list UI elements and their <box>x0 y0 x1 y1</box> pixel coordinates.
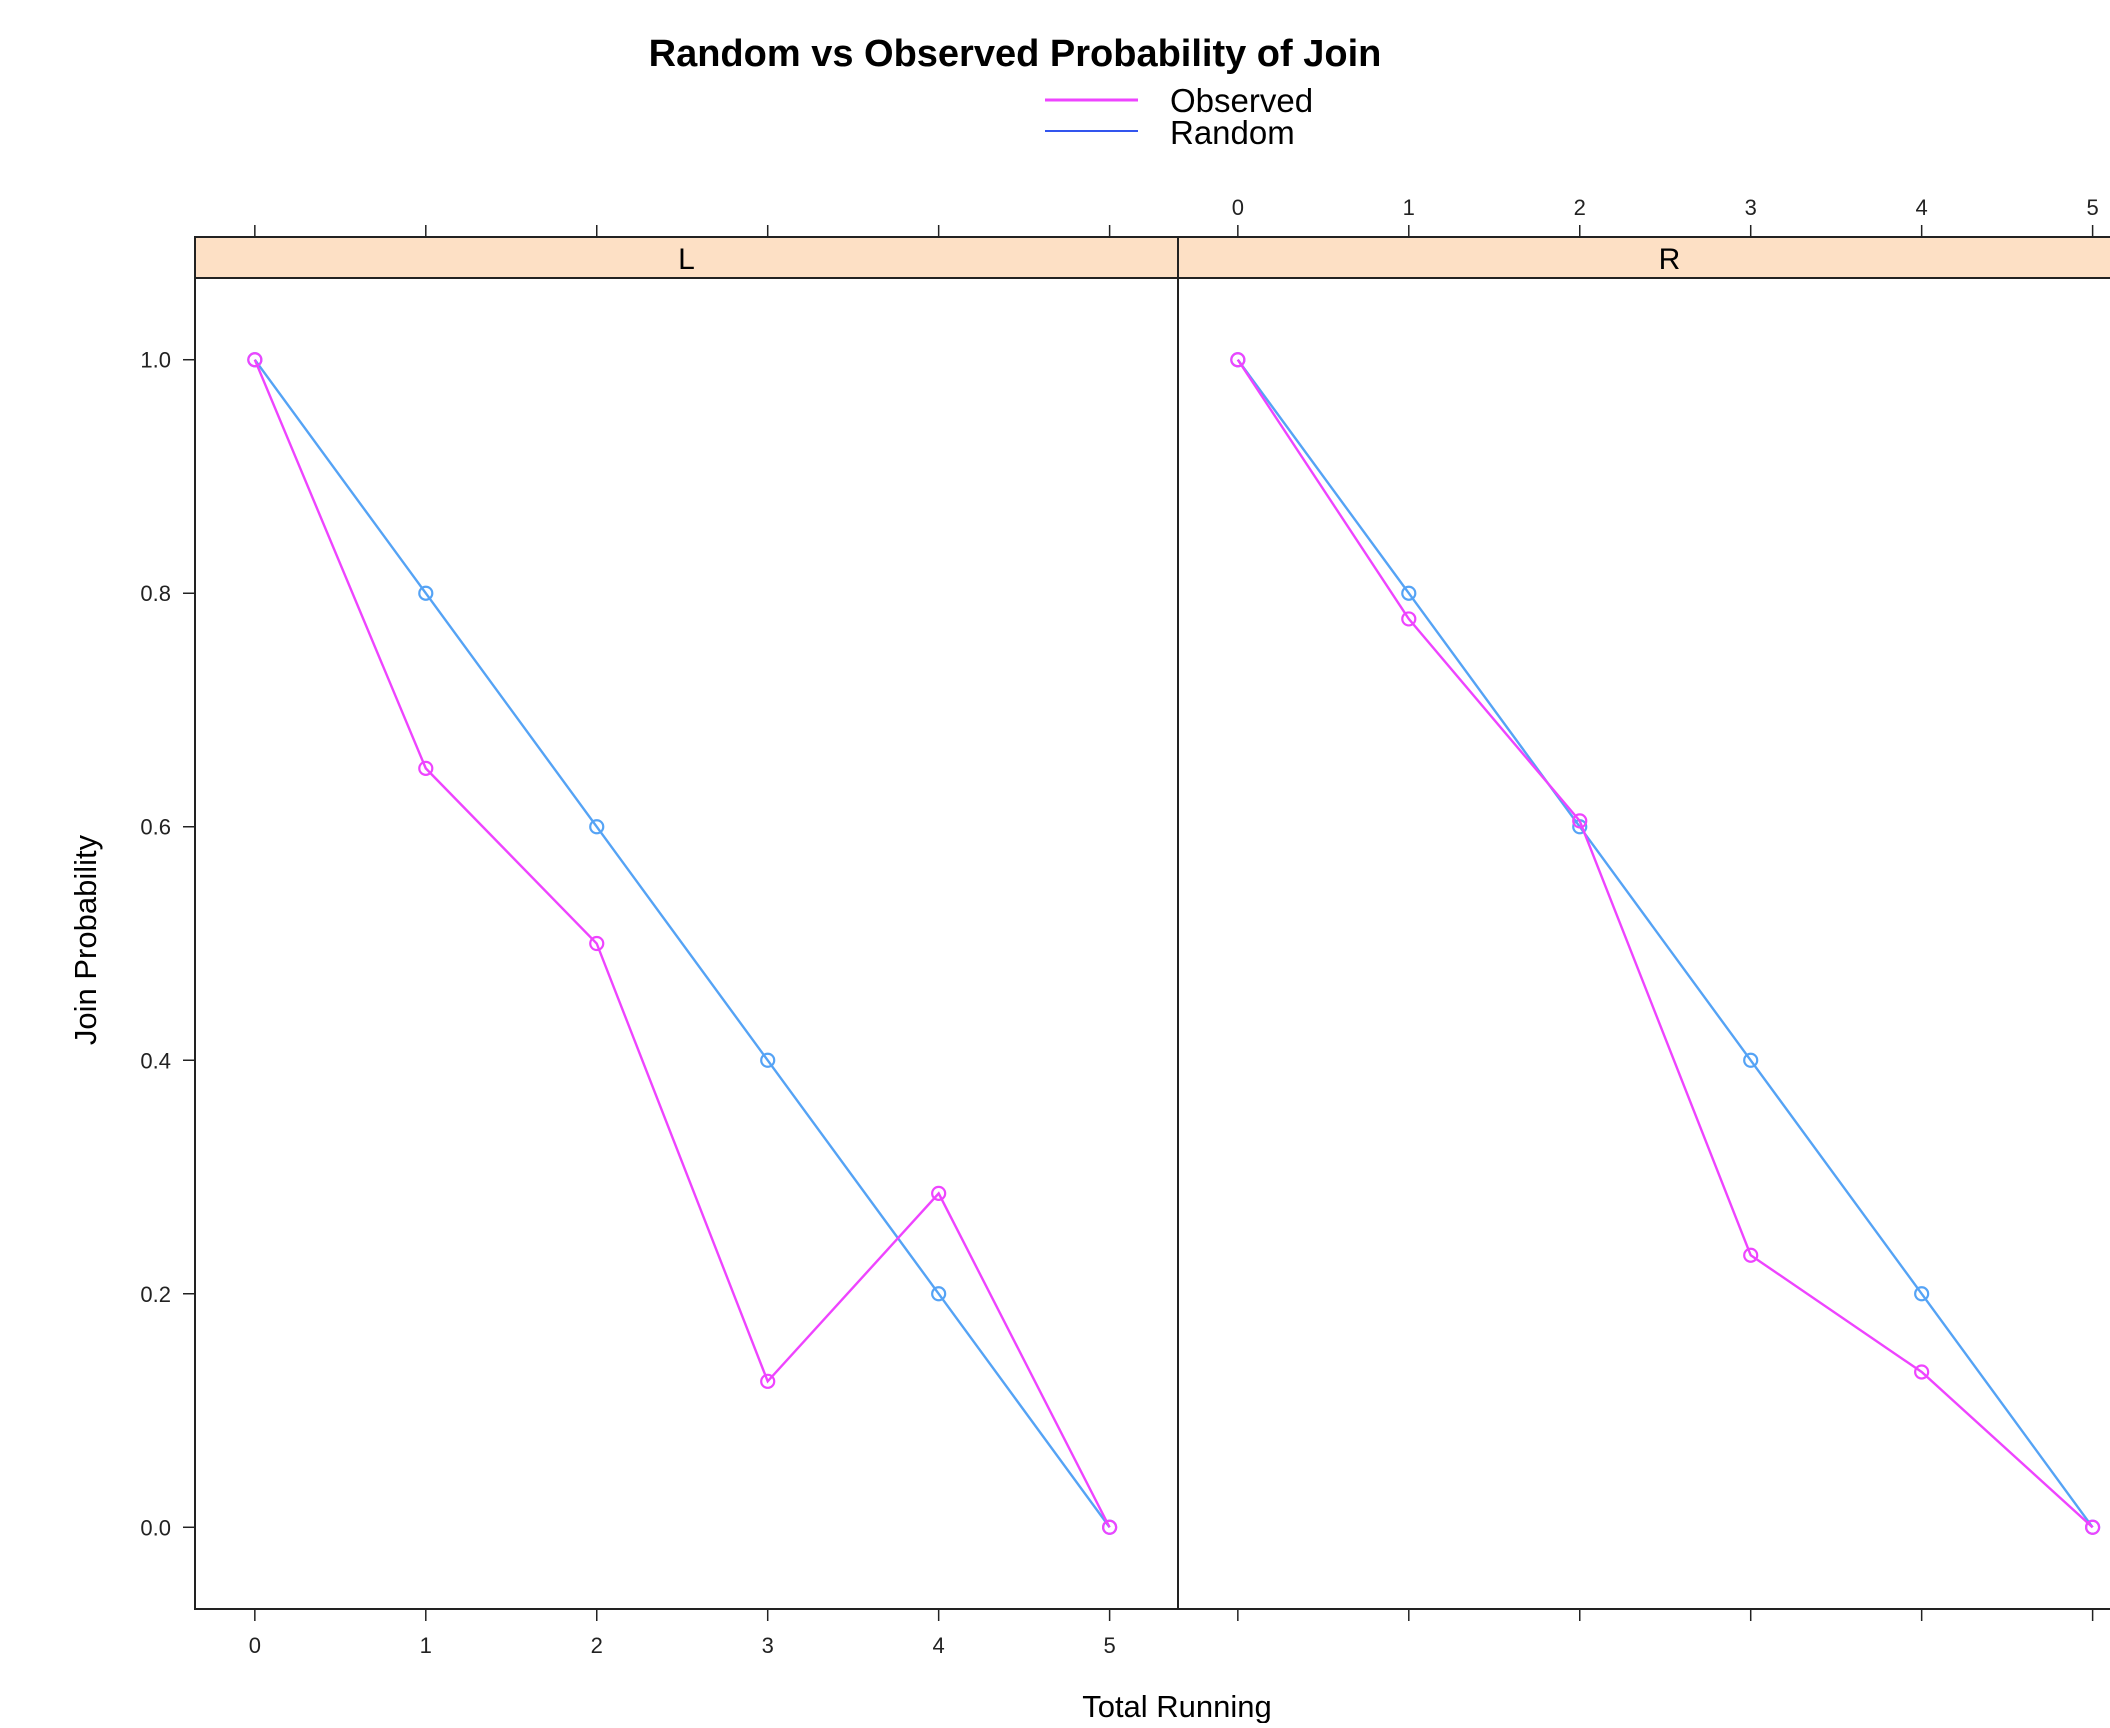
panel-r-random-line <box>1236 358 2094 1529</box>
panel-r-strip <box>1177 236 2110 279</box>
panel-l-strip-label: L <box>678 243 695 276</box>
panel-l-x-tick-label: 3 <box>762 1633 774 1658</box>
panel-l-observed-point <box>931 1185 947 1201</box>
panel-r-random-point <box>1914 1286 1930 1302</box>
panel-r-x-tick-label: 1 <box>1403 195 1415 220</box>
legend-random-label: Random <box>1170 114 1295 151</box>
panel-r-x-tick-label: 4 <box>1916 195 1928 220</box>
panel-l-x-tick-label: 4 <box>933 1633 945 1658</box>
panel-l-observed-line <box>253 359 1111 1528</box>
panel-r-observed-line <box>1236 359 2094 1529</box>
panel-l-x-tick-label: 5 <box>1103 1633 1115 1658</box>
panel-r-observed-point <box>1230 352 1246 368</box>
panel-l-random-point <box>931 1286 947 1302</box>
panel-l-random-point <box>760 1052 776 1068</box>
y-axis-label: Join Probability <box>68 834 103 1045</box>
panel-l-observed-point <box>418 760 434 776</box>
legend: Observed Random <box>1045 82 1313 151</box>
panel-r-x-tick-label: 5 <box>2086 195 2098 220</box>
y-tick-label: 0.0 <box>140 1515 171 1540</box>
panel-r-x-tick-label: 3 <box>1745 195 1757 220</box>
legend-observed-label: Observed <box>1170 82 1313 119</box>
panel-l-observed-point <box>1102 1519 1118 1535</box>
panel-l-observed-point <box>760 1373 776 1389</box>
panel-r-strip-label: R <box>1659 243 1681 276</box>
panel-l-x-tick-label: 2 <box>591 1633 603 1658</box>
y-tick-label: 0.4 <box>140 1048 171 1073</box>
panel-l-x-tick-label: 1 <box>420 1633 432 1658</box>
panel-r-observed-point <box>1401 611 1417 627</box>
panel-l-x-tick-label: 0 <box>249 1633 261 1658</box>
panels-layer: L 0 1 2 3 4 5 0.0 0.2 0.4 0.6 0.8 1.0 R 0 1 2 3 4 5 <box>140 195 2110 1658</box>
chart-title: Random vs Observed Probability of Join <box>649 33 1382 75</box>
panel-l-random-point <box>418 585 434 601</box>
panel-r-observed-point <box>1914 1364 1930 1380</box>
panel-r-x-tick-label: 0 <box>1232 195 1244 220</box>
y-tick-label: 0.8 <box>140 581 171 606</box>
x-axis-label: Total Running <box>1082 1689 1272 1723</box>
panel-r-observed-point <box>2085 1519 2101 1535</box>
panel-r-x-tick-label: 2 <box>1574 195 1586 220</box>
panel-l-random-point <box>589 819 605 835</box>
panel-r-observed-point <box>1743 1247 1759 1263</box>
y-tick-label: 0.2 <box>140 1282 171 1307</box>
panel-l-observed-point <box>589 935 605 952</box>
panel-l-strip <box>194 236 1179 279</box>
y-tick-label: 1.0 <box>140 348 171 373</box>
panel-r-observed-point <box>1572 813 1588 829</box>
panel-r-frame <box>1177 277 2110 1610</box>
panel-r-random-point <box>1743 1052 1759 1068</box>
panel-r-random-point <box>1401 585 1417 601</box>
panel-l-random-line <box>253 358 1111 1529</box>
panel-l-observed-point <box>247 352 263 368</box>
y-tick-label: 0.6 <box>140 815 171 840</box>
